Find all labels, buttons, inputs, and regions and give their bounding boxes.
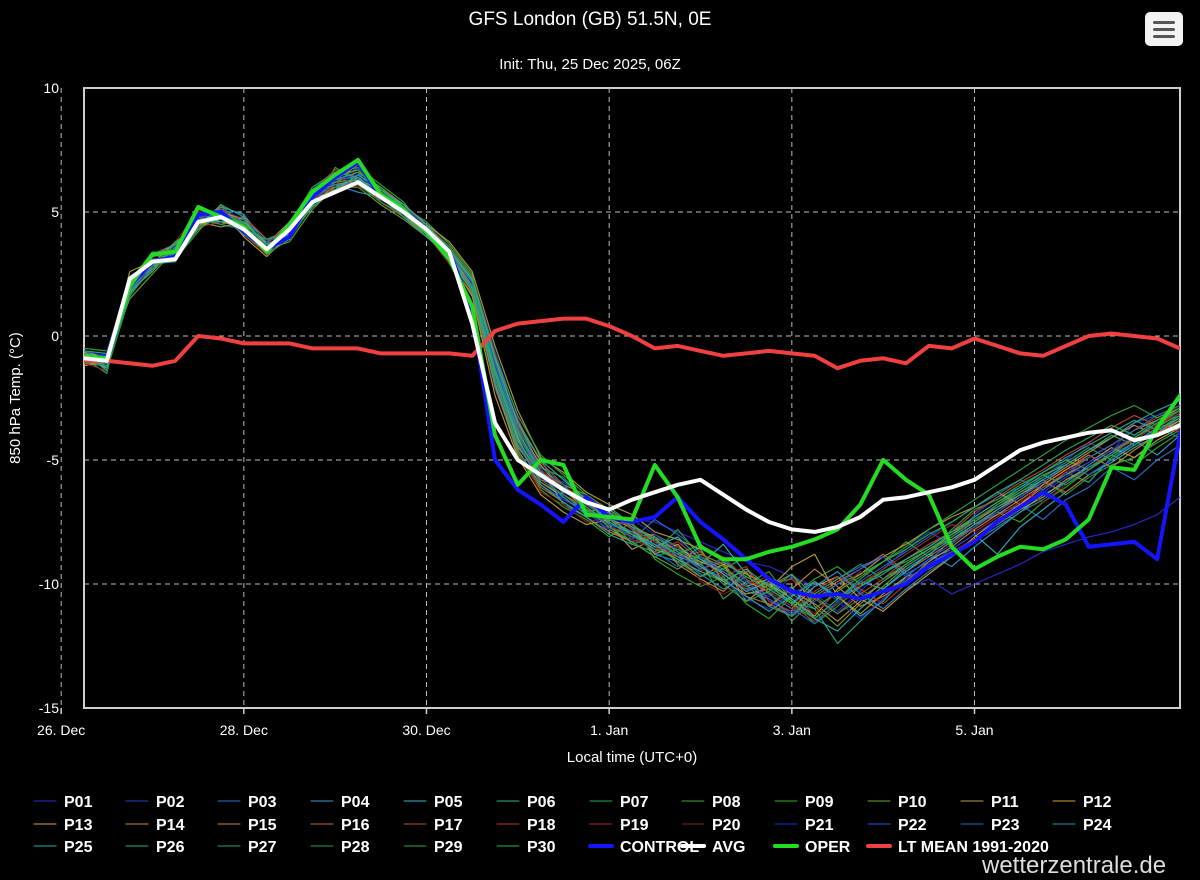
legend-label: P24 (1083, 817, 1112, 834)
x-tick-label: 1. Jan (590, 722, 628, 738)
legend-label: LT MEAN 1991-2020 (898, 839, 1049, 856)
legend-label: P30 (527, 839, 556, 856)
member-line-p19 (84, 174, 1180, 622)
member-line-p12 (84, 179, 1180, 617)
grid-lines (60, 88, 1180, 714)
legend-label: P26 (156, 839, 185, 856)
legend-label: P07 (620, 794, 649, 811)
x-tick-labels: 26. Dec 28. Dec 30. Dec 1. Jan 3. Jan 5. Jan (37, 722, 994, 738)
y-tick-label: -5 (47, 452, 60, 468)
y-tick-label: 0 (51, 328, 59, 344)
plot-frame (83, 87, 1181, 709)
legend-label: P29 (434, 839, 463, 856)
x-tick-label: 28. Dec (220, 722, 268, 738)
legend-label: P17 (434, 817, 463, 834)
chart-subtitle: Init: Thu, 25 Dec 2025, 06Z (499, 56, 681, 73)
legend-label: P27 (248, 839, 277, 856)
member-line-p10 (84, 186, 1180, 627)
y-tick-label: -15 (39, 700, 59, 716)
legend-label: P01 (64, 794, 93, 811)
legend-label: P12 (1083, 794, 1112, 811)
legend-label: P05 (434, 794, 463, 811)
legend-label: P04 (341, 794, 370, 811)
x-tick-label: 5. Jan (955, 722, 993, 738)
legend-label: P25 (64, 839, 93, 856)
member-line-p06 (84, 176, 1180, 645)
legend-label: P19 (620, 817, 649, 834)
highlight-series-lines (84, 157, 1180, 601)
legend-label: P16 (341, 817, 370, 834)
legend-label: P18 (527, 817, 556, 834)
legend-label: P11 (991, 794, 1019, 811)
member-line-p04 (84, 184, 1180, 620)
legend: P01 P02 P03 P04 P05 P06 P07 P08 P09 P10 P11 P12 P13 P… (33, 794, 1112, 856)
legend-label: P14 (156, 817, 185, 834)
x-axis-label: Local time (UTC+0) (567, 749, 697, 766)
legend-label: P13 (64, 817, 93, 834)
legend-label: AVG (712, 839, 745, 856)
x-tick-label: 3. Jan (773, 722, 811, 738)
watermark: wetterzentrale.de (982, 852, 1167, 879)
y-tick-label: 10 (43, 80, 59, 96)
y-tick-label: -10 (39, 576, 59, 592)
legend-label: P10 (898, 794, 927, 811)
x-tick-label: 30. Dec (402, 722, 450, 738)
hamburger-menu-icon-line (1153, 35, 1175, 38)
y-tick-label: 5 (51, 204, 59, 220)
legend-label: P20 (712, 817, 741, 834)
y-axis-label: 850 hPa Temp. (°C) (7, 332, 24, 464)
series-line-lt-mean-1991-2020 (84, 316, 1180, 371)
legend-label: P02 (156, 794, 185, 811)
legend-label: P06 (527, 794, 556, 811)
legend-label: P09 (805, 794, 834, 811)
hamburger-menu-icon (1153, 21, 1175, 24)
legend-label: P08 (712, 794, 741, 811)
series-line-avg (84, 180, 1180, 534)
chart-title: GFS London (GB) 51.5N, 0E (469, 9, 712, 30)
legend-label: P28 (341, 839, 370, 856)
menu-button[interactable] (1145, 12, 1183, 46)
member-line-p28 (84, 184, 1180, 615)
legend-label: P15 (248, 817, 277, 834)
legend-label: CONTROL (620, 839, 699, 856)
hamburger-menu-icon-line (1153, 28, 1175, 31)
legend-label: OPER (805, 839, 851, 856)
legend-label: P03 (248, 794, 277, 811)
legend-label: P22 (898, 817, 927, 834)
member-line-p27 (84, 171, 1180, 617)
y-tick-labels: 10 5 0 -5 -10 -15 (39, 80, 59, 716)
x-tick-label: 26. Dec (37, 722, 85, 738)
legend-label: P21 (805, 817, 834, 834)
legend-label: P23 (991, 817, 1020, 834)
member-line-p07 (84, 174, 1180, 625)
